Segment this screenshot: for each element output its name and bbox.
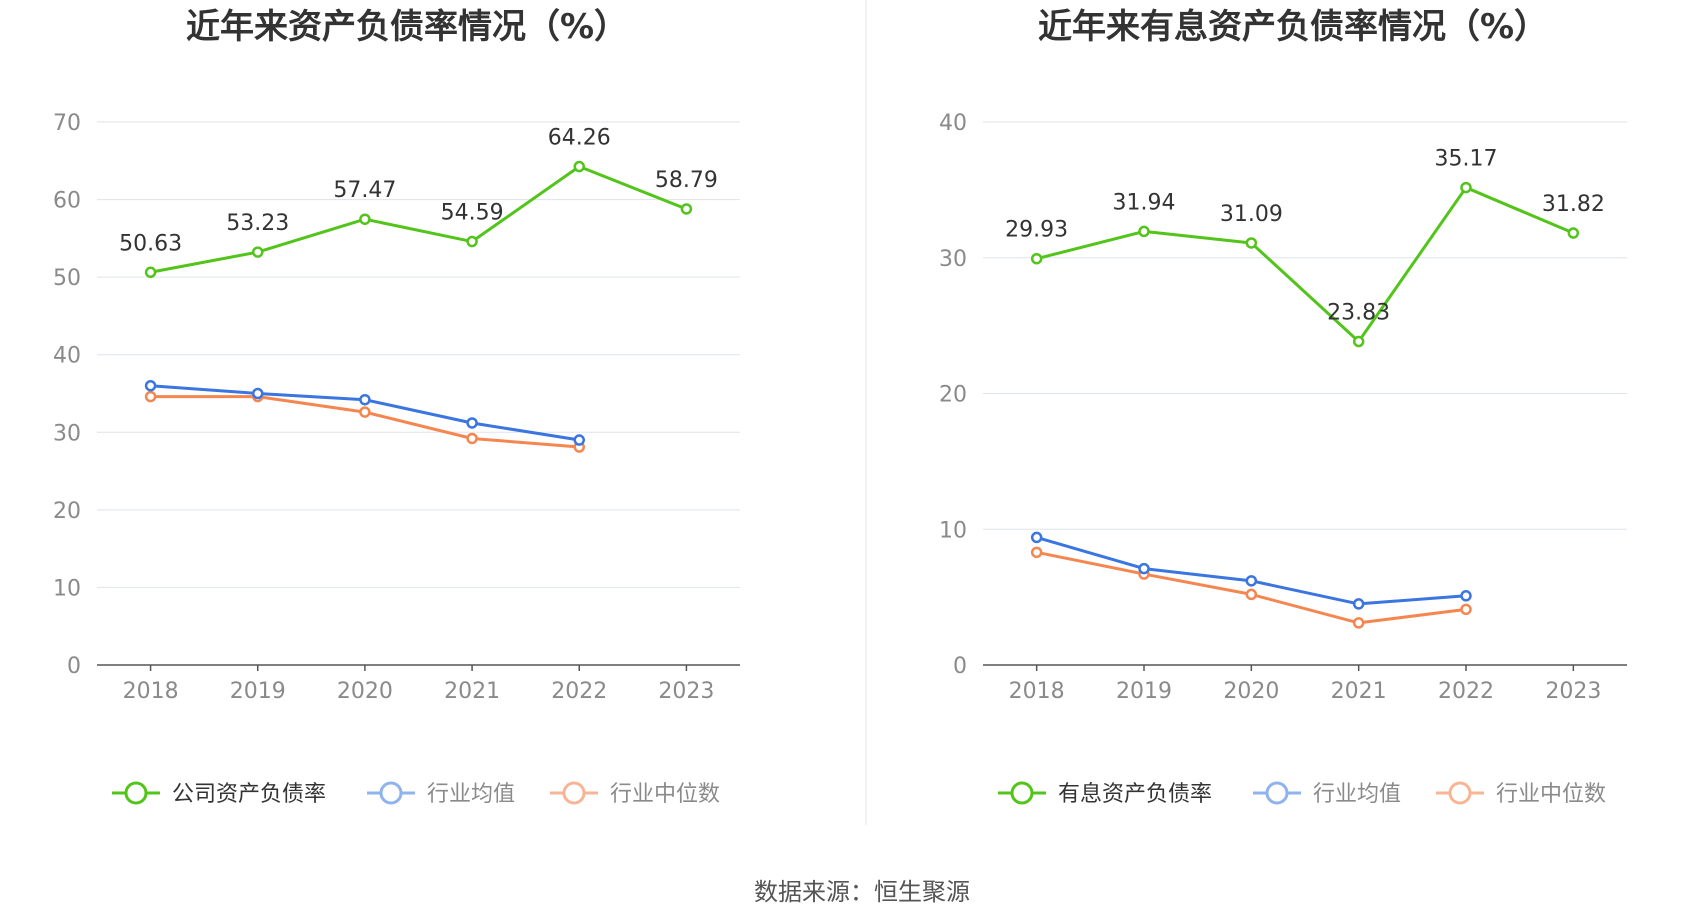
- x-tick-label: 2023: [658, 679, 714, 704]
- series-line: [1036, 186, 1574, 344]
- legend-item[interactable]: 行业均值: [1253, 781, 1401, 807]
- data-source-note: 数据来源：恒生聚源: [754, 878, 970, 906]
- data-point[interactable]: [1460, 590, 1472, 602]
- legend-item[interactable]: 行业中位数: [1436, 781, 1606, 807]
- data-label: 50.63: [119, 231, 182, 256]
- x-tick-label: 2018: [1009, 679, 1065, 704]
- data-point[interactable]: [573, 434, 585, 446]
- data-point[interactable]: [573, 160, 585, 173]
- data-point[interactable]: [1245, 575, 1258, 587]
- data-point[interactable]: [1460, 603, 1472, 616]
- y-tick-label: 10: [53, 576, 81, 601]
- data-label: 29.93: [1005, 218, 1068, 243]
- x-tick-label: 2018: [123, 679, 179, 704]
- legend-label: 行业中位数: [610, 782, 720, 807]
- series-line: [1036, 550, 1467, 625]
- legend-item[interactable]: 行业均值: [367, 781, 515, 807]
- data-point[interactable]: [680, 203, 693, 215]
- x-tick-label: 2019: [230, 679, 286, 704]
- data-label: 31.82: [1542, 192, 1605, 217]
- data-point[interactable]: [1245, 237, 1258, 249]
- y-tick-label: 40: [939, 111, 967, 136]
- legend-label: 有息资产负债率: [1058, 782, 1212, 807]
- data-point[interactable]: [466, 432, 478, 445]
- y-tick-label: 50: [53, 266, 81, 291]
- chart-title: 近年来有息资产负债率情况（%）: [1038, 7, 1548, 47]
- data-label: 58.79: [655, 168, 718, 193]
- legend-marker-icon: [379, 781, 403, 805]
- legend-item[interactable]: 行业中位数: [550, 781, 720, 807]
- data-point[interactable]: [1030, 546, 1043, 559]
- y-tick-label: 20: [53, 499, 81, 524]
- y-tick-label: 30: [53, 421, 81, 446]
- data-point[interactable]: [1567, 227, 1580, 239]
- data-point[interactable]: [1030, 531, 1043, 544]
- data-point[interactable]: [1352, 617, 1365, 629]
- data-point[interactable]: [252, 246, 264, 258]
- data-point[interactable]: [359, 393, 371, 406]
- legend-marker-icon: [1010, 781, 1034, 805]
- data-point[interactable]: [1030, 252, 1043, 265]
- series-line: [150, 165, 687, 274]
- data-label: 31.94: [1113, 190, 1176, 215]
- legend-marker-icon: [124, 781, 148, 805]
- x-tick-label: 2021: [1331, 679, 1387, 704]
- legend-label: 行业中位数: [1496, 782, 1606, 807]
- data-point[interactable]: [466, 235, 478, 248]
- data-label: 35.17: [1435, 147, 1498, 172]
- data-label: 57.47: [333, 178, 396, 203]
- data-point[interactable]: [1138, 225, 1150, 238]
- x-tick-label: 2021: [444, 679, 500, 704]
- data-point[interactable]: [1460, 181, 1472, 194]
- legend-label: 行业均值: [1313, 782, 1401, 807]
- chart-asset-liability-ratio: 近年来资产负债率情况（%） 0 10 20 30 40 50 60 70 2018 2019 2020…: [53, 7, 740, 807]
- data-label: 53.23: [226, 211, 289, 236]
- y-tick-label: 30: [939, 247, 967, 272]
- data-label: 54.59: [441, 201, 504, 226]
- chart-interest-bearing-liability-ratio: 近年来有息资产负债率情况（%） 0 10 20 30 40 2018 2019 2020 2021…: [939, 7, 1627, 807]
- data-point[interactable]: [1245, 588, 1258, 601]
- legend-marker-icon: [1265, 781, 1289, 805]
- data-point[interactable]: [466, 417, 478, 429]
- data-point[interactable]: [359, 406, 371, 418]
- x-tick-label: 2023: [1545, 679, 1601, 704]
- chart-title: 近年来资产负债率情况（%）: [186, 7, 628, 47]
- legend-item[interactable]: 有息资产负债率: [998, 781, 1212, 807]
- y-tick-label: 0: [953, 654, 967, 679]
- data-point[interactable]: [144, 379, 157, 392]
- data-point[interactable]: [1352, 335, 1365, 348]
- y-tick-label: 20: [939, 383, 967, 408]
- y-tick-label: 10: [939, 518, 967, 543]
- x-tick-label: 2022: [1438, 679, 1494, 704]
- legend-marker-icon: [562, 781, 586, 805]
- x-tick-label: 2020: [1223, 679, 1279, 704]
- data-point[interactable]: [1138, 562, 1150, 575]
- y-tick-label: 40: [53, 344, 81, 369]
- data-point[interactable]: [252, 387, 264, 400]
- data-point[interactable]: [144, 266, 157, 279]
- x-tick-label: 2019: [1116, 679, 1172, 704]
- data-label: 23.83: [1327, 301, 1390, 326]
- legend-label: 行业均值: [427, 782, 515, 807]
- data-point[interactable]: [144, 390, 157, 403]
- x-tick-label: 2022: [551, 679, 607, 704]
- data-label: 64.26: [548, 126, 611, 151]
- x-tick-label: 2020: [337, 679, 393, 704]
- y-tick-label: 0: [67, 654, 81, 679]
- legend-marker-icon: [1448, 781, 1472, 805]
- legend-item[interactable]: 公司资产负债率: [112, 781, 326, 807]
- y-tick-label: 60: [53, 189, 81, 214]
- y-tick-label: 70: [53, 111, 81, 136]
- data-point[interactable]: [359, 213, 371, 225]
- data-point[interactable]: [1352, 598, 1365, 610]
- data-label: 31.09: [1220, 202, 1283, 227]
- legend-label: 公司资产负债率: [172, 782, 326, 807]
